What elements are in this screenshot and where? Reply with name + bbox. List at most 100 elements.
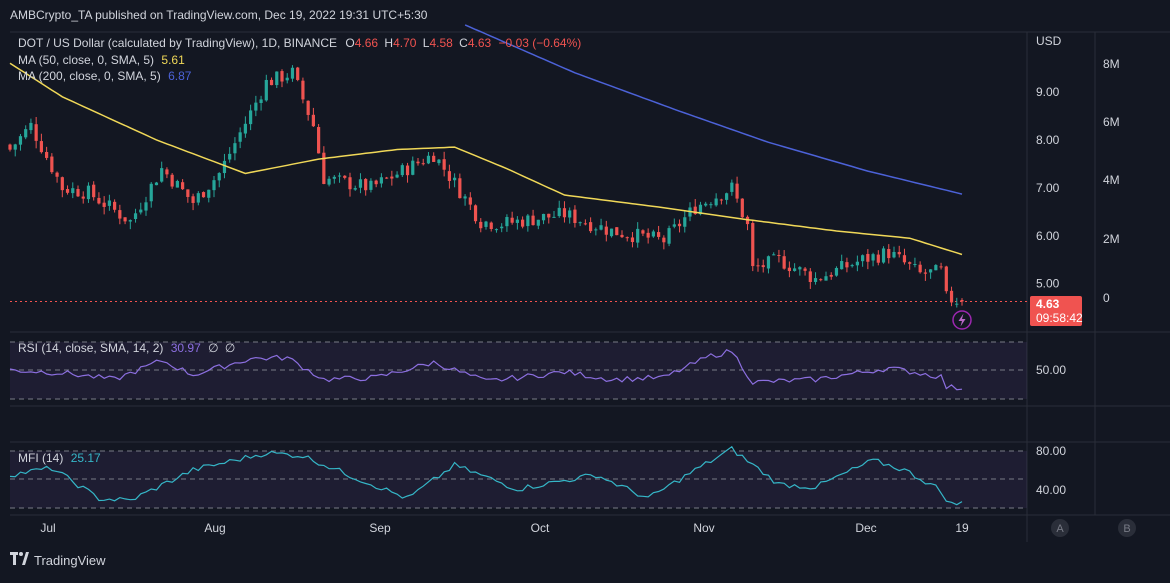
candle-body (301, 80, 305, 100)
close-value: 4.63 (468, 36, 492, 50)
candle-body (18, 136, 23, 145)
volume-tick-label: 4M (1103, 173, 1120, 187)
ma50-legend: MA (50, close, 0, SMA, 5) 5.61 (18, 53, 185, 67)
candle-body (594, 229, 598, 231)
time-label-19: 19 (955, 521, 969, 535)
mfi-label: MFI (14) (18, 451, 63, 465)
mfi-tick-40: 40.00 (1036, 483, 1066, 497)
candle-body (751, 223, 755, 267)
candle-body (677, 223, 682, 227)
candle-body (949, 290, 954, 303)
candle-body (254, 102, 258, 111)
candle-body (494, 229, 499, 231)
candle-body (269, 79, 274, 86)
candle-body (24, 129, 28, 138)
candle-body (531, 215, 535, 226)
brand-name: TradingView (34, 553, 106, 568)
mfi-tick-80: 80.00 (1036, 444, 1066, 458)
candle-body (259, 99, 263, 103)
candle-body (714, 198, 718, 206)
candle-body (704, 203, 708, 206)
tradingview-logo[interactable]: TradingView (10, 552, 106, 568)
candle-body (557, 207, 561, 217)
candle-body (207, 189, 211, 198)
candle-body (479, 221, 483, 229)
volume-axis[interactable]: 8M 6M 4M 2M 0 (1103, 57, 1120, 305)
candle-body (547, 213, 551, 218)
price-axis[interactable]: 9.00 8.00 7.00 6.00 5.00 (1036, 85, 1060, 291)
candle-body (45, 151, 49, 158)
candle-body (311, 114, 315, 127)
mfi-legend: MFI (14) 25.17 (18, 451, 101, 465)
candle-body (819, 279, 823, 281)
candle-body (630, 237, 635, 243)
close-label: C (459, 36, 468, 50)
candle-body (897, 251, 901, 255)
candle-body (149, 183, 153, 202)
candle-body (876, 254, 880, 263)
candle-body (170, 174, 174, 187)
candle-body (65, 189, 70, 193)
rsi-legend: RSI (14, close, SMA, 14, 2) 30.97 ∅ ∅ (18, 341, 235, 355)
candle-body (693, 206, 697, 215)
candle-body (892, 251, 896, 258)
candle-body (175, 181, 179, 188)
candle-body (385, 177, 389, 179)
logo-mark-bar (10, 552, 18, 555)
change-value: −0.03 (−0.64%) (499, 36, 582, 50)
time-label-dec: Dec (855, 521, 876, 535)
low-label: L (423, 36, 430, 50)
candle-body (212, 180, 216, 191)
candle-body (484, 221, 488, 227)
candle-body (71, 188, 75, 194)
time-axis[interactable]: Jul Aug Sep Oct Nov Dec 19 (40, 521, 969, 535)
candle-body (139, 209, 143, 213)
candle-body (296, 67, 300, 80)
log-scale-button[interactable] (1118, 519, 1136, 537)
time-label-oct: Oct (531, 521, 550, 535)
candle-body (405, 165, 410, 176)
candle-body (280, 71, 284, 82)
high-value: 4.70 (393, 36, 417, 50)
candle-body (740, 198, 744, 218)
auto-scale-button[interactable] (1051, 519, 1069, 537)
candle-body (107, 200, 111, 206)
candle-body (803, 268, 807, 271)
candle-body (902, 255, 907, 263)
candle-body (154, 182, 159, 186)
volume-tick-label: 0 (1103, 291, 1110, 305)
candle-body (426, 155, 431, 164)
candle-body (102, 202, 106, 207)
candle-body (337, 175, 342, 177)
candle-body (390, 176, 394, 179)
candles-group (8, 65, 964, 308)
last-price-badge-bg (1030, 296, 1082, 326)
candle-body (568, 210, 572, 218)
candle-body (641, 230, 645, 234)
candle-body (243, 123, 247, 134)
last-price-value: 4.63 (1036, 297, 1060, 311)
candle-body (887, 249, 891, 259)
candle-body (683, 217, 687, 227)
candle-body (861, 255, 865, 262)
ma200-line (464, 24, 963, 195)
lightning-icon[interactable] (952, 310, 972, 330)
candle-body (60, 177, 64, 191)
candle-body (275, 71, 279, 86)
candle-body (719, 199, 723, 201)
candle-body (761, 265, 765, 268)
scale-badges[interactable]: A B (1051, 519, 1136, 537)
candle-body (840, 261, 844, 270)
volume-tick-label: 8M (1103, 57, 1120, 71)
candle-body (76, 188, 80, 197)
candle-body (369, 180, 373, 190)
candle-body (489, 222, 493, 230)
candle-body (317, 127, 321, 154)
candle-body (834, 267, 839, 276)
volume-tick-label: 6M (1103, 115, 1120, 129)
candle-body (725, 193, 729, 200)
candle-body (526, 215, 530, 227)
volume-tick-label: 2M (1103, 232, 1120, 246)
candle-body (672, 224, 676, 227)
